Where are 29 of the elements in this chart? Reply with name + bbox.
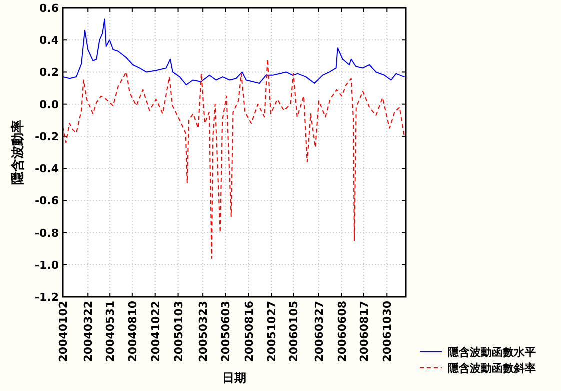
x-tick-label: 20050323 <box>197 301 210 362</box>
legend-label: 隱含波動函數斜率 <box>448 362 536 375</box>
y-tick-label: -0.4 <box>34 162 60 176</box>
x-tick-label: 20060817 <box>358 301 371 362</box>
x-tick-label: 20050816 <box>242 300 256 362</box>
y-tick-label: 0.6 <box>40 2 60 15</box>
x-tick-label: 20060327 <box>312 301 326 362</box>
y-tick-label: 0.0 <box>40 98 60 112</box>
x-tick-label: 20040531 <box>104 301 118 362</box>
y-tick-label: 0.2 <box>40 66 59 80</box>
y-tick-label: -1.2 <box>34 291 59 304</box>
x-tick-label: 20060105 <box>288 301 301 362</box>
x-tick-label: 20050103 <box>172 301 186 362</box>
y-axis-title: 隱含波動率 <box>10 120 26 185</box>
y-tick-label: 0.4 <box>40 34 60 48</box>
x-tick-label: 20060608 <box>336 301 349 362</box>
x-axis-title: 日期 <box>222 371 246 385</box>
legend-label: 隱含波動函數水平 <box>448 346 536 359</box>
y-tick-label: -0.6 <box>34 194 60 208</box>
x-tick-label: 20061030 <box>381 300 394 362</box>
y-tick-label: -0.8 <box>34 226 59 240</box>
x-tick-label: 20040322 <box>82 301 96 362</box>
x-tick-label: 20040102 <box>57 301 70 362</box>
x-tick-label: 20050603 <box>220 301 233 362</box>
x-tick-label: 20040810 <box>126 300 140 362</box>
x-tick-label: 20051027 <box>266 301 279 362</box>
y-tick-label: -0.2 <box>34 130 59 144</box>
x-tick-label: 20041022 <box>149 301 162 362</box>
y-tick-label: -1.0 <box>34 258 60 272</box>
